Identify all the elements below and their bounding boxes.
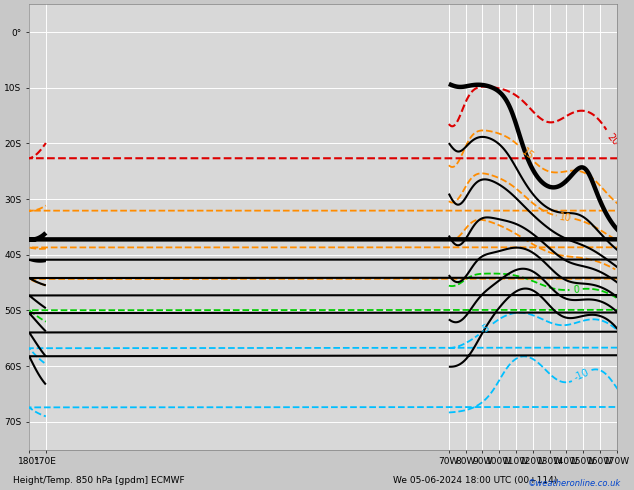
- Text: ©weatheronline.co.uk: ©weatheronline.co.uk: [528, 479, 621, 488]
- Text: 5: 5: [617, 267, 626, 278]
- Text: 0: 0: [573, 284, 579, 294]
- Text: 15: 15: [519, 147, 535, 162]
- Text: Height/Temp. 850 hPa [gpdm] ECMWF: Height/Temp. 850 hPa [gpdm] ECMWF: [13, 476, 184, 485]
- Text: -5: -5: [479, 322, 493, 336]
- Text: 10: 10: [559, 212, 572, 223]
- Text: -10: -10: [573, 368, 591, 383]
- Text: 20: 20: [605, 132, 620, 147]
- Text: We 05-06-2024 18:00 UTC (00+114): We 05-06-2024 18:00 UTC (00+114): [393, 476, 557, 485]
